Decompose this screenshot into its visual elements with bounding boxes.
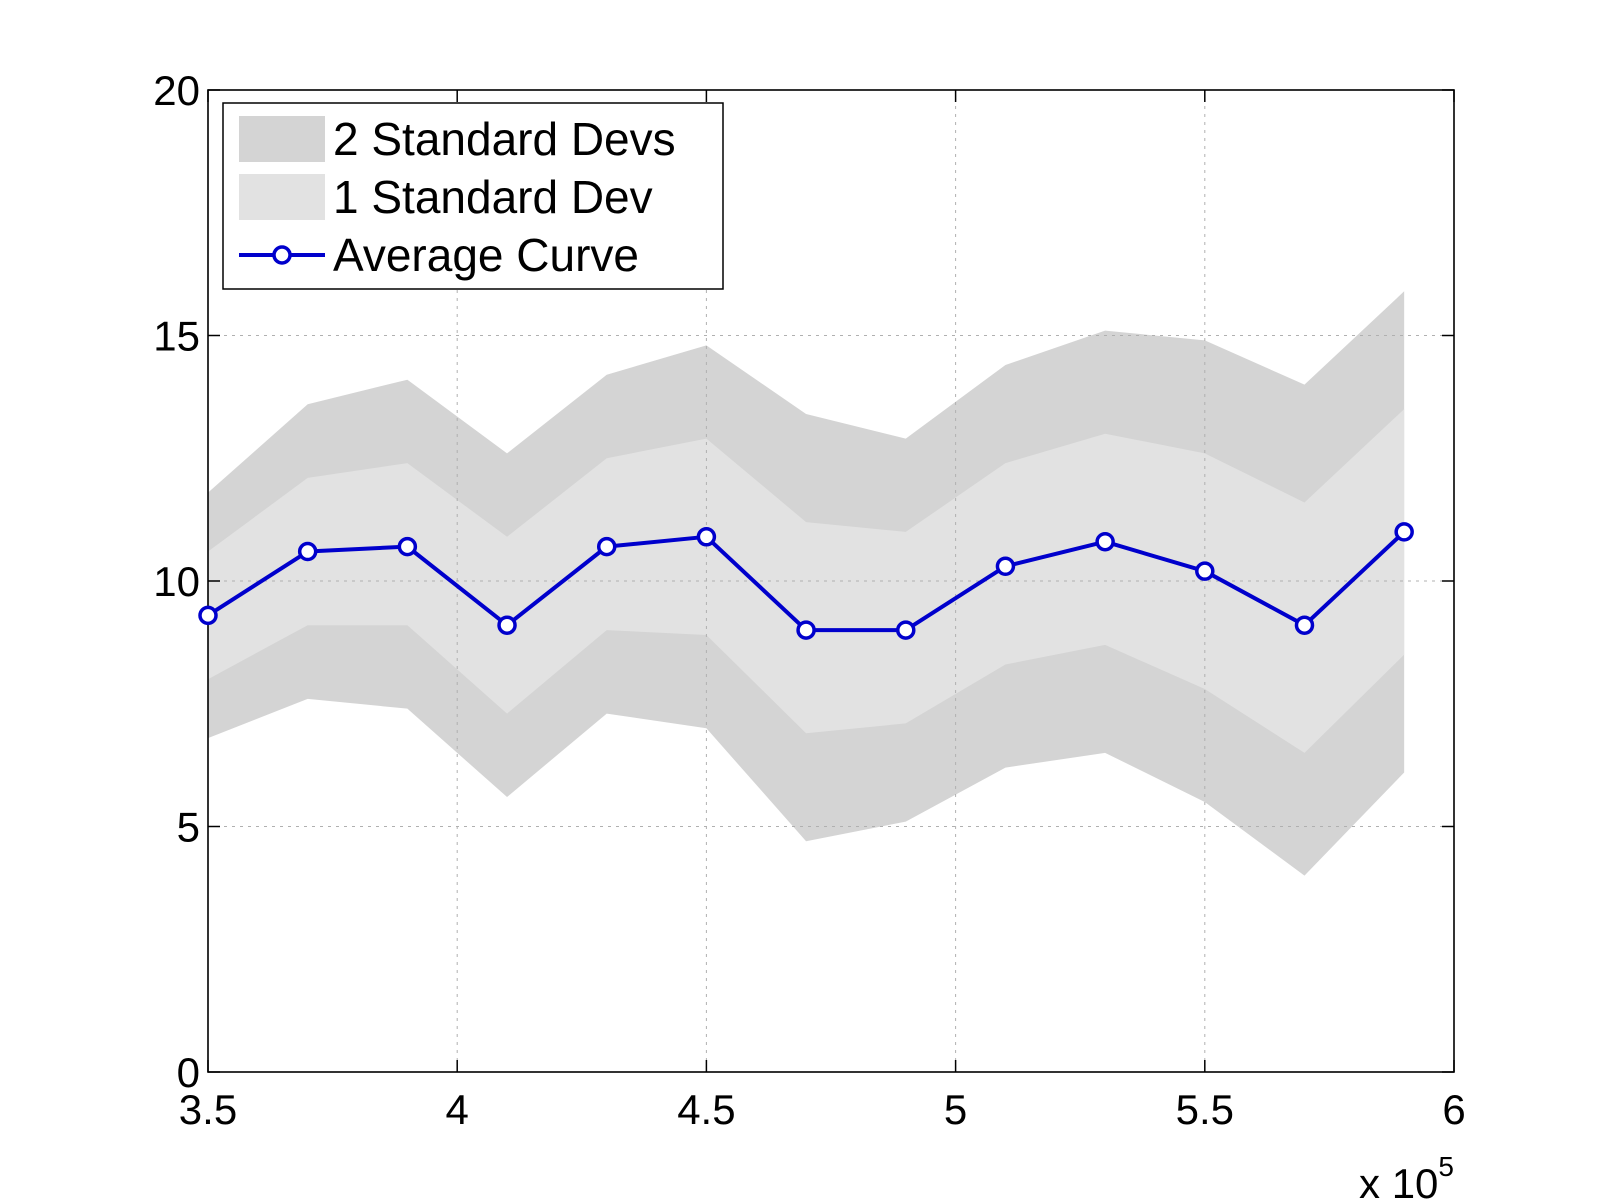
bands-layer (208, 291, 1405, 876)
average-curve-point (1394, 522, 1414, 542)
x-tick-label: 3.5 (179, 1086, 237, 1133)
legend: 2 Standard Devs 1 Standard Dev Average Cur… (222, 102, 724, 290)
x-multiplier-label: x 105 (1359, 1151, 1454, 1200)
x-tick-label: 5 (944, 1086, 967, 1133)
legend-label: 1 Standard Dev (333, 171, 653, 223)
legend-marker-swatch (272, 245, 292, 265)
legend-label: 2 Standard Devs (333, 113, 676, 165)
legend-swatch-2 (239, 174, 325, 220)
average-curve-point (696, 527, 717, 547)
legend-swatch-1 (239, 116, 325, 162)
x-tick-label: 5.5 (1176, 1086, 1234, 1133)
band-2 (208, 409, 1405, 753)
y-tick-label: 20 (153, 67, 200, 114)
x-tick-label: 4 (446, 1086, 469, 1133)
x-tick-label: 6 (1442, 1086, 1465, 1133)
average-curve-point (397, 536, 418, 557)
x-multiplier-exponent: 5 (1438, 1151, 1454, 1182)
x-tick-labels: 3.5 4 4.5 5 5.5 6 (179, 1086, 1466, 1133)
average-curve-point (1095, 531, 1115, 552)
average-curve-point (1294, 615, 1315, 635)
average-curve-point (995, 556, 1016, 577)
average-curve-point (896, 620, 916, 640)
legend-label: Average Curve (333, 229, 639, 281)
grid-layer (208, 90, 1454, 1072)
average-curve-point (497, 615, 517, 635)
y-tick-labels: 0 5 10 15 20 (153, 67, 200, 1096)
average-curve-point (796, 620, 816, 640)
y-tick-label: 10 (153, 558, 200, 605)
average-curve-point (1195, 561, 1215, 581)
x-tick-label: 4.5 (677, 1086, 735, 1133)
ticks-layer (207, 89, 1455, 1073)
line-layer (198, 522, 1414, 640)
average-curve-point (297, 541, 318, 562)
y-tick-label: 0 (177, 1049, 200, 1096)
x-multiplier-base: x 10 (1359, 1160, 1438, 1200)
average-curve-point (596, 536, 617, 557)
average-curve-point (198, 605, 218, 626)
y-tick-label: 5 (177, 804, 200, 851)
y-tick-label: 15 (153, 313, 200, 360)
